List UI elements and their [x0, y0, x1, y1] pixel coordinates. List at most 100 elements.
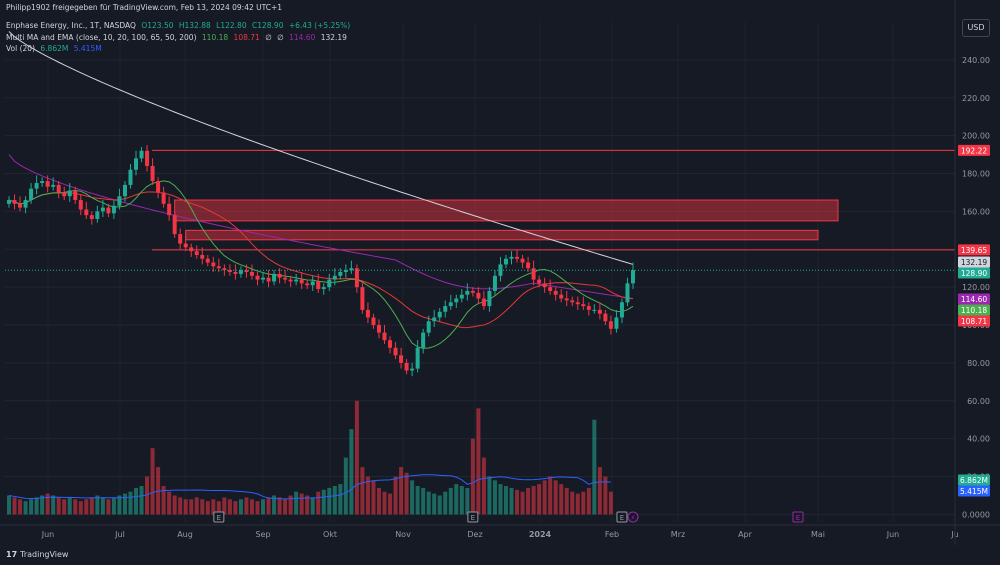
candle-body — [443, 306, 448, 312]
volume-bar — [426, 491, 431, 515]
candle-body — [564, 298, 569, 301]
volume-bar — [261, 499, 266, 515]
candle-body — [172, 215, 177, 235]
volume-bar — [178, 497, 183, 515]
volume-bar — [448, 487, 453, 515]
candle-body — [222, 268, 227, 271]
volume-bar — [211, 499, 216, 515]
candle-body — [211, 262, 216, 267]
ma-indicator-line[interactable]: Multi MA and EMA (close, 10, 20, 100, 65… — [6, 32, 350, 43]
candle-body — [432, 317, 437, 322]
currency-button[interactable]: USD — [962, 19, 990, 37]
volume-bar — [29, 499, 34, 515]
earnings-marker — [616, 511, 628, 523]
tradingview-logo-icon: 17 — [6, 550, 18, 559]
price-label: 114.60 — [961, 295, 987, 304]
candle-body — [233, 272, 238, 274]
candle-body — [51, 184, 56, 187]
x-tick-label: Jun — [41, 530, 55, 539]
volume-bar — [399, 467, 404, 515]
volume-bar — [321, 489, 326, 515]
volume-bar — [73, 499, 78, 515]
x-tick-label: Dez — [467, 530, 482, 539]
x-tick-label: Feb — [605, 530, 619, 539]
candle-body — [321, 287, 326, 290]
x-tick-label: Mrz — [671, 530, 685, 539]
candle-body — [255, 275, 260, 280]
candle-body — [167, 203, 172, 216]
price-label: 110.18 — [961, 306, 987, 315]
candle-body — [78, 200, 83, 210]
volume-bar — [78, 501, 83, 515]
volume-bar — [310, 497, 315, 515]
ohlc-low: L122.80 — [216, 21, 247, 30]
volume-bar — [360, 467, 365, 515]
candle-body — [34, 182, 39, 189]
candle-body — [509, 256, 514, 259]
candle-body — [244, 270, 249, 272]
ma200-line — [8, 31, 634, 265]
candle-body — [625, 283, 630, 303]
price-label: 132.19 — [961, 258, 987, 267]
y-tick-label: 60.00 — [967, 397, 990, 406]
volume-bar — [597, 467, 602, 515]
ma20-line — [8, 191, 634, 329]
earnings-marker-label: E — [796, 514, 800, 522]
volume-label: Vol (20) — [6, 44, 36, 53]
price-label: 108.71 — [961, 317, 987, 326]
volume-bar — [365, 476, 370, 515]
candle-body — [376, 325, 381, 333]
candle-body — [393, 347, 398, 356]
earnings-marker — [467, 511, 479, 523]
candle-body — [238, 270, 243, 274]
symbol-line: Enphase Energy, Inc., 1T, NASDAQ O123.50… — [6, 20, 353, 31]
volume-bar — [548, 476, 553, 515]
volume-bar — [415, 486, 420, 515]
volume-bar — [327, 487, 332, 515]
y-tick-label: 180.00 — [962, 170, 990, 179]
candle-body — [515, 256, 520, 259]
candle-body — [465, 290, 470, 295]
volume-bar — [498, 484, 503, 515]
candle-body — [349, 268, 354, 271]
ohlc-change: +6.43 (+5.25%) — [288, 21, 351, 30]
candle-body — [56, 184, 61, 193]
volume-bar — [139, 486, 144, 515]
volume-bar — [305, 495, 310, 515]
ohlc-high: H132.88 — [178, 21, 211, 30]
volume-bar — [393, 476, 398, 515]
volume-bar — [18, 499, 23, 515]
x-tick-label: Sep — [255, 530, 270, 539]
volume-bar — [233, 501, 238, 515]
volume-bar — [34, 497, 39, 515]
candle-body — [216, 266, 221, 269]
candle-body — [459, 294, 464, 299]
ma65-value: ∅ — [277, 33, 284, 42]
y-tick-label: 80.00 — [967, 359, 990, 368]
candle-body — [45, 181, 50, 187]
candle-body — [354, 268, 359, 288]
volume-bar — [520, 491, 525, 515]
tradingview-logo[interactable]: 17 TradingView — [6, 550, 68, 559]
volume-bar — [476, 408, 481, 515]
volume-bar — [459, 486, 464, 515]
volume-bar — [354, 400, 359, 515]
y-tick-label: 120.00 — [962, 283, 990, 292]
candle-body — [145, 150, 150, 166]
volume-bar — [172, 495, 177, 515]
candle-body — [100, 207, 105, 212]
candle-body — [371, 317, 376, 326]
x-tick-label: Nov — [395, 530, 411, 539]
ma100-value: ∅ — [265, 33, 272, 42]
earnings-marker — [213, 511, 225, 523]
volume-bar — [564, 487, 569, 515]
volume-bar — [249, 499, 254, 515]
volume-indicator-line[interactable]: Vol (20) 6.862M 5.415M — [6, 43, 105, 54]
candle-body — [134, 158, 139, 170]
volume-bar — [216, 501, 221, 515]
volume-bar — [255, 501, 260, 515]
candle-body — [288, 279, 293, 282]
candle-body — [448, 302, 453, 307]
volume-bar — [194, 497, 199, 515]
